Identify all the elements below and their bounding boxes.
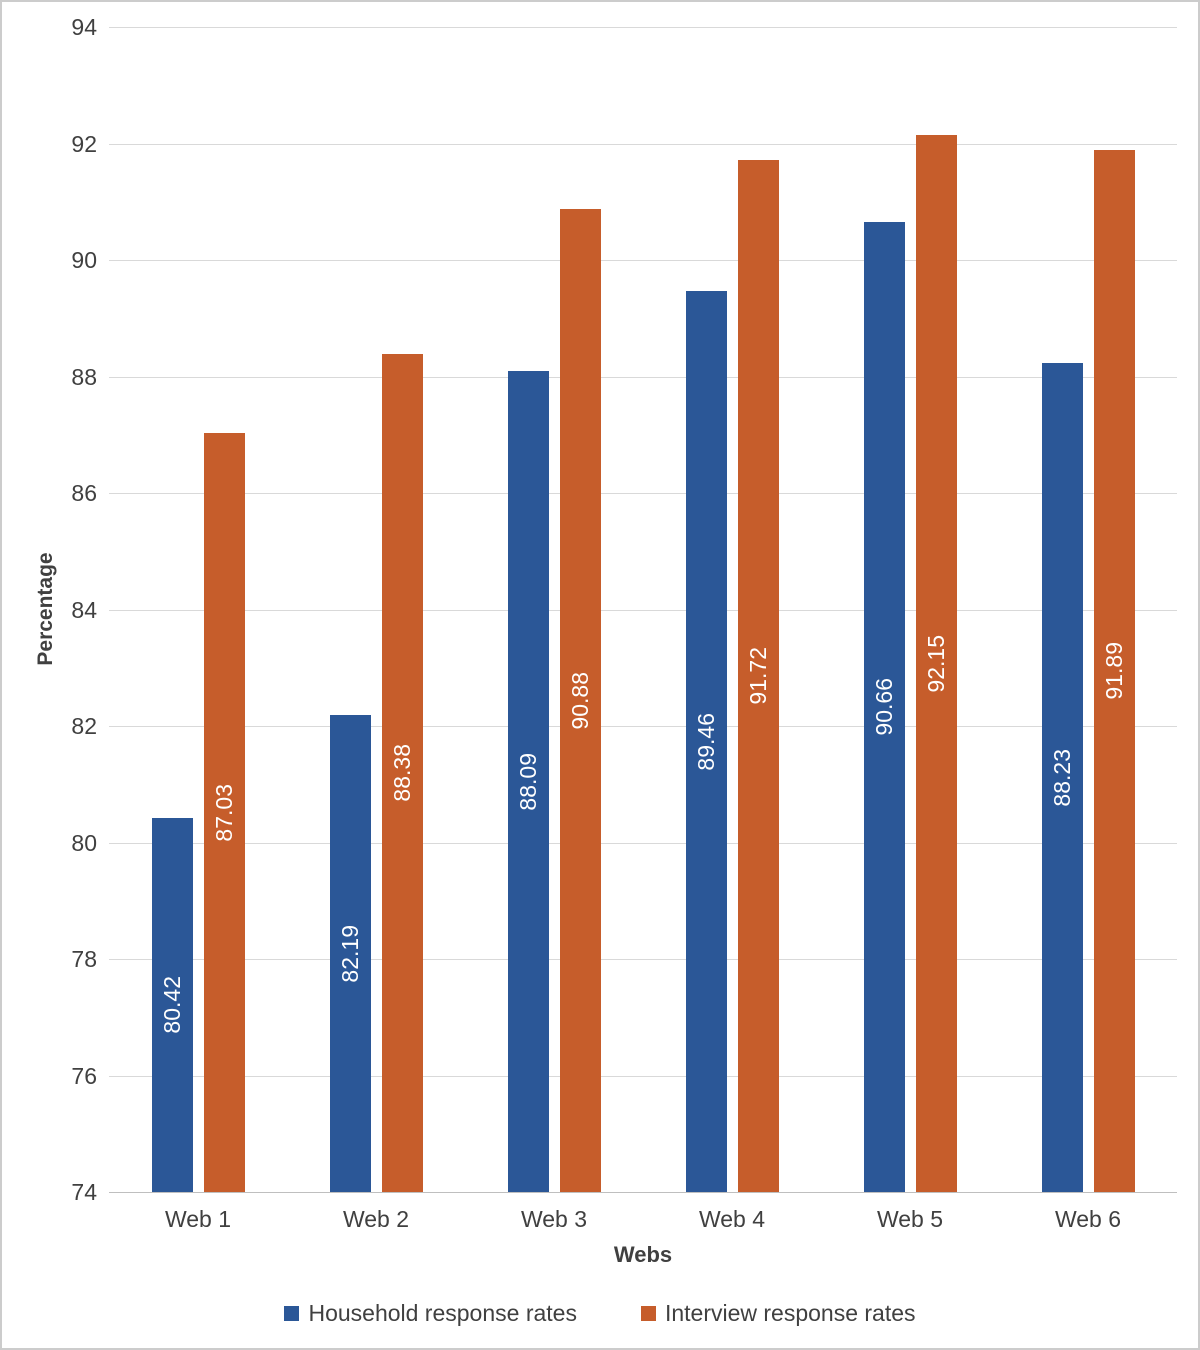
bar-web5-household: 90.66 bbox=[863, 221, 905, 1192]
legend-swatch-interview-icon bbox=[640, 1306, 656, 1321]
bar-web6-interview: 91.89 bbox=[1093, 149, 1135, 1192]
y-tick-label: 78 bbox=[71, 946, 97, 972]
bar-value-label: 90.88 bbox=[566, 671, 593, 730]
bar-web4-household: 89.46 bbox=[685, 291, 727, 1192]
gridline bbox=[109, 1192, 1177, 1193]
bar-value-label: 88.38 bbox=[388, 744, 415, 802]
bar-web1-interview: 87.03 bbox=[203, 433, 245, 1192]
bar-web2-household: 82.19 bbox=[329, 714, 371, 1192]
x-category-label: Web 5 bbox=[876, 1206, 944, 1232]
gridline bbox=[109, 726, 1177, 727]
bar-web1-household: 80.42 bbox=[151, 818, 193, 1192]
bar-value-label: 88.09 bbox=[514, 752, 541, 811]
y-tick-label: 90 bbox=[71, 247, 97, 273]
bar-value-label: 82.19 bbox=[336, 924, 363, 983]
x-axis-title: Webs bbox=[613, 1242, 673, 1267]
y-tick-label: 80 bbox=[71, 829, 97, 856]
legend-label-interview: Interview response rates bbox=[664, 1300, 916, 1326]
gridline bbox=[109, 959, 1177, 960]
legend-swatch-household-icon bbox=[284, 1306, 300, 1321]
bar-web3-household: 88.09 bbox=[507, 371, 549, 1192]
gridline bbox=[109, 376, 1177, 378]
bar-value-label: 89.46 bbox=[692, 712, 719, 771]
y-tick-label: 84 bbox=[71, 596, 97, 623]
y-tick-label: 76 bbox=[71, 1062, 97, 1089]
gridline bbox=[109, 143, 1177, 145]
legend-label-household: Household response rates bbox=[308, 1300, 577, 1326]
bar-value-label: 88.23 bbox=[1048, 748, 1075, 807]
bar-value-label: 90.66 bbox=[870, 677, 897, 736]
bar-web5-interview: 92.15 bbox=[915, 134, 957, 1192]
legend-item-interview: Interview response rates bbox=[640, 1300, 916, 1327]
legend: Household response rates Interview respo… bbox=[2, 1300, 1198, 1327]
y-tick-label: 92 bbox=[71, 130, 97, 157]
gridline bbox=[109, 1075, 1177, 1077]
x-category-label: Web 6 bbox=[1054, 1206, 1122, 1232]
y-tick-label: 94 bbox=[71, 14, 97, 40]
y-tick-label: 86 bbox=[71, 480, 97, 506]
legend-item-household: Household response rates bbox=[284, 1300, 577, 1327]
x-category-label: Web 4 bbox=[698, 1206, 766, 1232]
x-category-label: Web 2 bbox=[342, 1206, 410, 1232]
gridline bbox=[109, 27, 1177, 28]
bar-web2-interview: 88.38 bbox=[381, 354, 423, 1192]
plot-area: 80.42 87.03 82.19 88.38 88.09 90.88 89.46 91.72… bbox=[109, 27, 1177, 1193]
bar-value-label: 80.42 bbox=[158, 976, 185, 1034]
gridline bbox=[109, 260, 1177, 261]
x-category-label: Web 1 bbox=[164, 1206, 232, 1232]
bar-value-label: 92.15 bbox=[922, 634, 949, 693]
bar-value-label: 87.03 bbox=[210, 783, 237, 842]
y-tick-label: 74 bbox=[71, 1179, 97, 1205]
gridline bbox=[109, 842, 1177, 844]
gridline bbox=[109, 493, 1177, 494]
bar-web6-household: 88.23 bbox=[1041, 363, 1083, 1192]
gridline bbox=[109, 609, 1177, 611]
y-tick-label: 82 bbox=[71, 713, 97, 739]
bar-web3-interview: 90.88 bbox=[559, 208, 601, 1192]
y-tick-label: 88 bbox=[71, 363, 97, 390]
bar-value-label: 91.72 bbox=[744, 647, 771, 705]
bar-value-label: 91.89 bbox=[1100, 642, 1127, 700]
bar-web4-interview: 91.72 bbox=[737, 159, 779, 1192]
x-category-label: Web 3 bbox=[520, 1206, 588, 1232]
